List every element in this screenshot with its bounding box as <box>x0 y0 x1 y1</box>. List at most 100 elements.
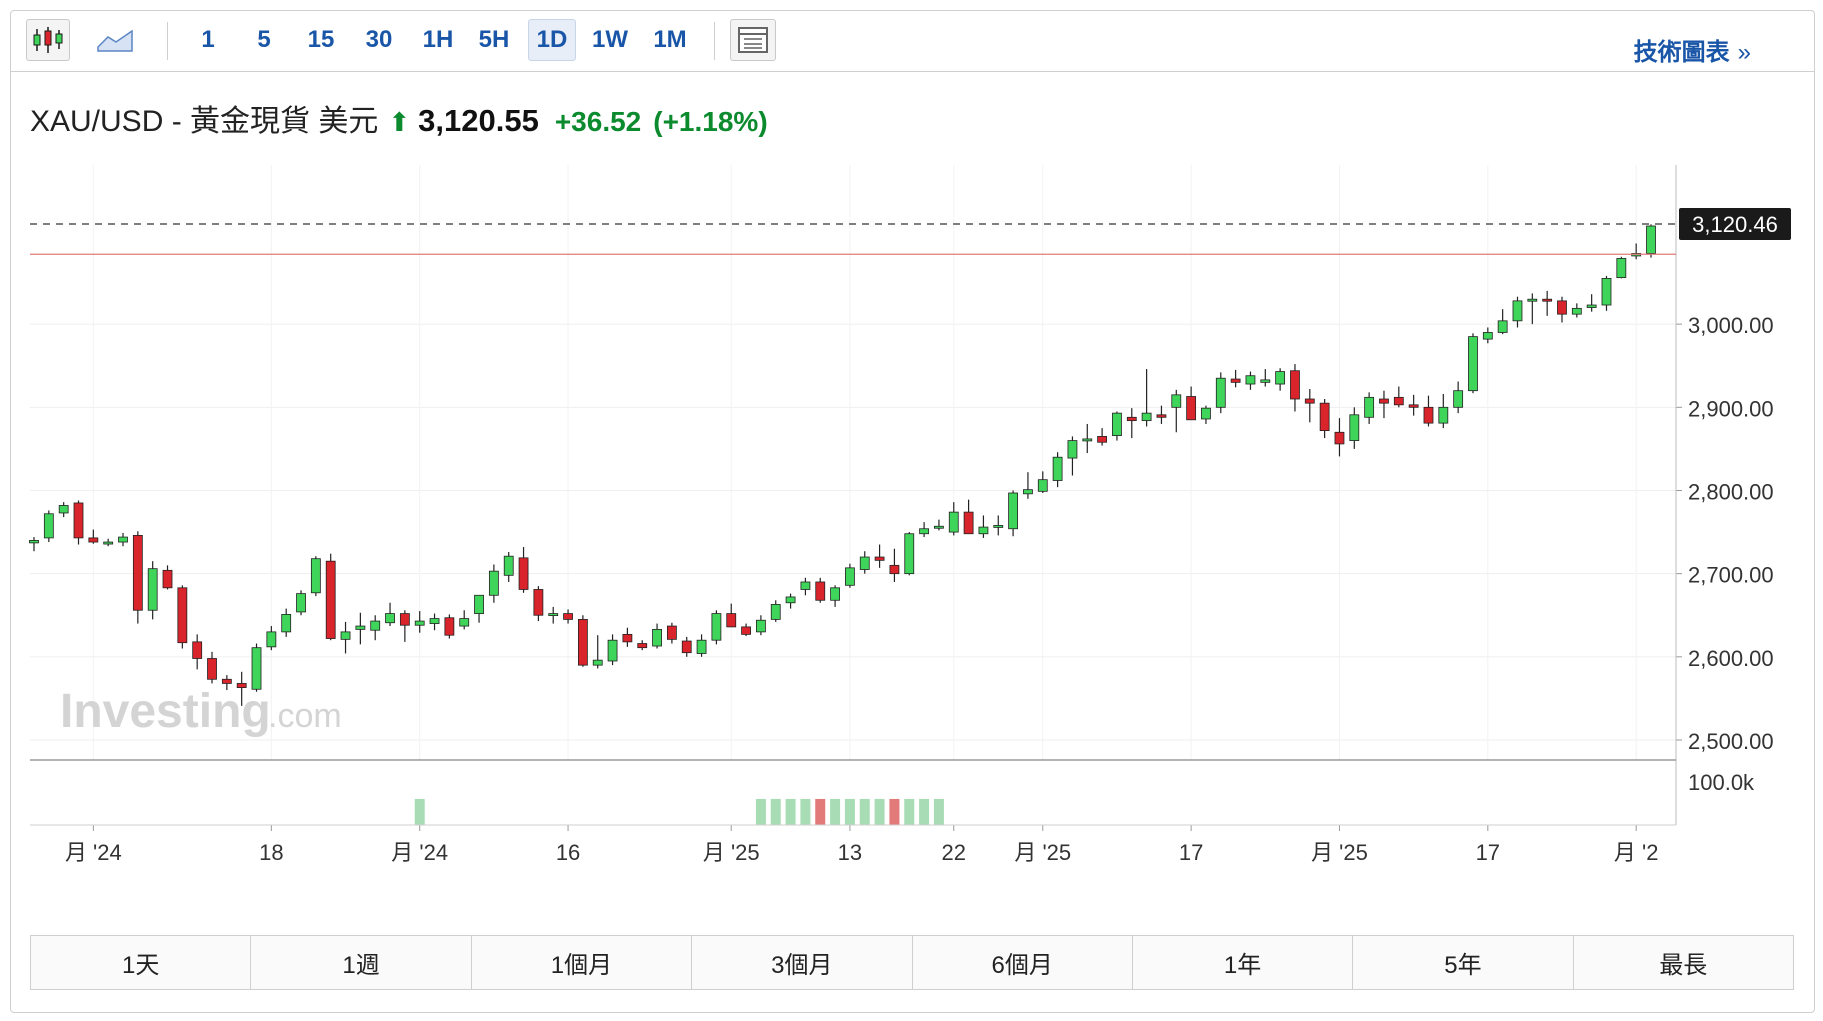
candle <box>1052 452 1063 488</box>
volume-bar <box>919 798 930 825</box>
chart-settings-icon[interactable] <box>730 19 776 61</box>
candle <box>726 603 737 628</box>
candle-up <box>1571 307 1582 315</box>
interval-30min[interactable]: 30 <box>365 26 393 53</box>
candle-up <box>1052 456 1063 481</box>
candle <box>1349 407 1360 449</box>
candle-down <box>162 569 173 589</box>
instrument-name: XAU/USD - 黃金現貨 美元 <box>30 105 379 138</box>
x-tick-label: 13 <box>838 840 862 865</box>
candle <box>563 609 573 624</box>
x-tick-label: 17 <box>1179 840 1203 865</box>
candle <box>340 621 351 654</box>
range-max[interactable]: 最長 <box>1659 952 1708 979</box>
x-tick-label: 17 <box>1476 840 1500 865</box>
candle-down <box>533 589 544 616</box>
candle-up <box>1023 489 1033 495</box>
candle-up <box>919 528 929 535</box>
candle-up <box>948 511 959 533</box>
candle <box>1275 368 1286 391</box>
range-5y[interactable]: 5年 <box>1353 936 1574 989</box>
interval-15min[interactable]: 15 <box>307 26 335 53</box>
x-tick-label: 22 <box>942 840 966 865</box>
candle-up <box>1586 304 1597 308</box>
candle-down <box>726 613 737 628</box>
candle <box>993 515 1004 536</box>
candle-down <box>681 640 692 654</box>
candle <box>1393 386 1404 408</box>
y-tick-label: 3,000.00 <box>1688 313 1774 338</box>
chart-grid <box>30 165 1676 760</box>
candle <box>1571 303 1582 318</box>
candle <box>147 561 158 620</box>
technical-chart-link[interactable]: 技術圖表 » <box>1634 32 1751 67</box>
candle-down <box>1126 416 1137 422</box>
candle <box>1497 309 1508 335</box>
range-3m[interactable]: 3個月 <box>692 936 913 989</box>
interval-5h[interactable]: 5H <box>478 26 510 53</box>
candle <box>637 640 648 651</box>
candle <box>414 611 425 633</box>
candle-up <box>756 619 766 633</box>
candle <box>1423 395 1434 427</box>
area-icon <box>97 29 133 52</box>
candle-up <box>429 618 440 624</box>
candle-down <box>1557 300 1567 315</box>
interval-1w[interactable]: 1W <box>592 26 628 53</box>
candle <box>221 675 232 691</box>
candle <box>741 623 751 637</box>
candlestick-chart-icon[interactable] <box>26 19 70 61</box>
range-1d[interactable]: 1天 <box>31 936 252 989</box>
candle <box>162 565 173 590</box>
candle-up <box>459 618 470 627</box>
volume-bar <box>800 798 811 825</box>
volume-bar <box>889 798 900 825</box>
interval-1min[interactable]: 1 <box>201 26 215 53</box>
candle <box>1542 290 1553 316</box>
range-1y[interactable]: 1年 <box>1133 936 1354 989</box>
candle <box>488 564 499 603</box>
candle <box>29 537 39 552</box>
candle-down <box>1408 404 1419 408</box>
interval-1d[interactable]: 1D <box>528 19 576 61</box>
candle <box>1156 405 1167 424</box>
range-6m[interactable]: 6個月 <box>913 936 1133 989</box>
range-1w[interactable]: 1週 <box>251 936 472 989</box>
interval-5min[interactable]: 5 <box>257 26 271 53</box>
technical-chart-label: 技術圖表 <box>1633 39 1730 66</box>
candle <box>1067 436 1078 476</box>
interval-1m[interactable]: 1M <box>653 26 687 53</box>
candle-up <box>1260 379 1271 383</box>
candle <box>43 510 54 543</box>
candle-up <box>1215 377 1226 408</box>
candle-down <box>1379 398 1389 404</box>
candle <box>800 577 811 596</box>
candle-down <box>1423 406 1434 424</box>
candle <box>1186 386 1197 421</box>
x-tick-label: 月 '2 <box>1614 840 1659 865</box>
candle <box>1201 405 1211 424</box>
candle-down <box>1290 370 1300 400</box>
candle <box>666 622 677 644</box>
candle-up <box>488 570 499 596</box>
candle-down <box>1334 431 1345 445</box>
volume-bar <box>904 798 915 825</box>
last-price-label: 3,120.46 <box>1692 212 1778 237</box>
candle <box>1215 372 1226 414</box>
interval-1h[interactable]: 1H <box>422 26 454 53</box>
time-range-selector: 1天 1週 1個月 3個月 6個月 1年 5年 最長 <box>30 935 1794 990</box>
candle <box>1304 389 1315 423</box>
candle-down <box>207 658 217 680</box>
range-1m[interactable]: 1個月 <box>472 936 693 989</box>
candle-series <box>29 224 1656 706</box>
candle <box>132 531 143 624</box>
area-chart-icon[interactable] <box>90 19 140 61</box>
y-tick-label: 2,700.00 <box>1688 563 1774 588</box>
candle <box>58 502 69 518</box>
candle-down <box>1230 378 1241 383</box>
candle-up <box>770 604 781 620</box>
candle-up <box>474 594 484 614</box>
candle <box>1646 224 1656 258</box>
candle <box>1631 243 1642 260</box>
